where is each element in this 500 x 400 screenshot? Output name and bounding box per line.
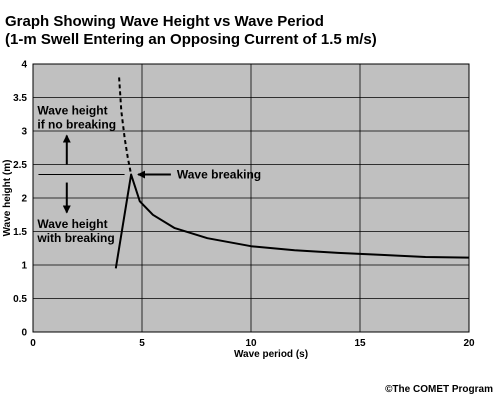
y-axis-label: Wave height (m) (2, 160, 13, 237)
series-line-no-breaking (118, 77, 133, 175)
x-tick-label: 0 (30, 338, 36, 349)
y-tick-label: 0.5 (13, 294, 27, 305)
annotation-no-breaking: if no breaking (37, 117, 116, 131)
annotation-wave-breaking: Wave breaking (177, 168, 261, 182)
chart-title-line1: Graph Showing Wave Height vs Wave Period (5, 13, 324, 30)
annotation-with-breaking: Wave height (37, 217, 107, 231)
credit-text: ©The COMET Program (385, 384, 493, 395)
x-tick-label: 15 (354, 338, 366, 349)
annotation-no-breaking: Wave height (37, 103, 107, 117)
y-tick-label: 4 (21, 60, 27, 71)
x-tick-label: 20 (463, 338, 475, 349)
series-line-with-breaking (114, 173, 470, 269)
tick-labels: 0 0.5 1 1.5 2 2.5 3 3.5 4 0 5 10 15 20 (13, 60, 475, 350)
grid (32, 63, 470, 333)
y-tick-label: 1.5 (13, 227, 27, 238)
x-axis-label: Wave period (s) (234, 349, 308, 360)
y-tick-label: 3.5 (13, 93, 27, 104)
y-tick-label: 0 (21, 328, 27, 339)
annotation-with-breaking: with breaking (36, 231, 114, 245)
y-tick-label: 2 (21, 194, 27, 205)
y-tick-label: 1 (21, 261, 27, 272)
x-tick-label: 5 (139, 338, 145, 349)
chart-title-line2: (1-m Swell Entering an Opposing Current … (5, 31, 377, 48)
y-tick-label: 2.5 (13, 160, 27, 171)
y-tick-label: 3 (21, 127, 27, 138)
x-tick-label: 10 (245, 338, 257, 349)
series-layer (114, 77, 470, 269)
